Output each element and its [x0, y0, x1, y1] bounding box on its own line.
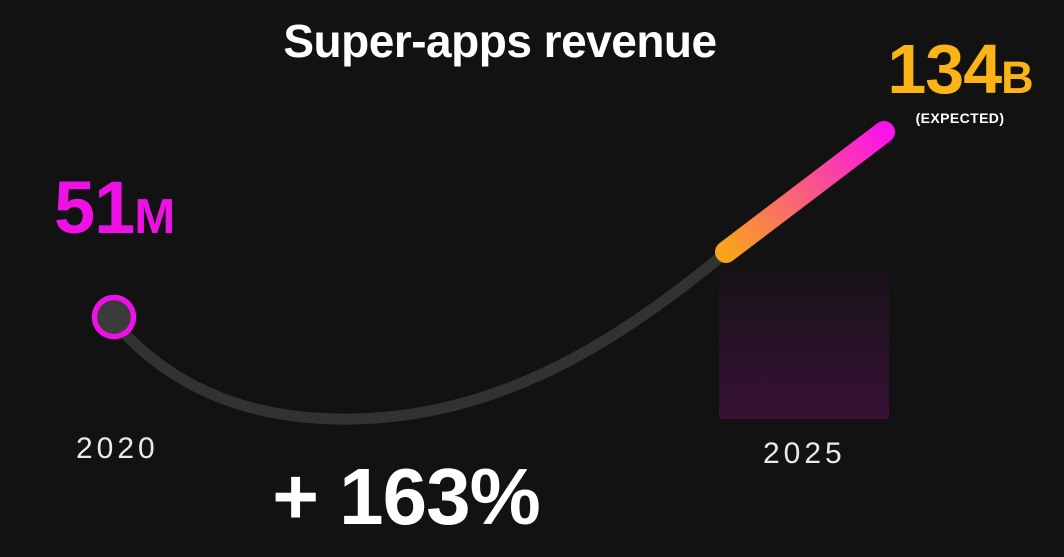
end-value-unit: B	[1001, 52, 1033, 103]
x-axis-label-2025: 2025	[763, 437, 846, 470]
x-axis-label-2020: 2020	[76, 432, 159, 465]
page-title: Super-apps revenue	[283, 15, 717, 67]
start-value-unit: M	[134, 190, 175, 244]
highlight-rect-2025	[719, 270, 889, 419]
revenue-curve	[108, 248, 730, 425]
start-value-number: 51	[54, 166, 135, 249]
start-marker-2020	[91, 294, 137, 340]
end-value-number: 134	[887, 30, 1002, 108]
gradient-growth-segment	[715, 121, 895, 263]
start-value-2020: 51M	[54, 171, 175, 245]
growth-annotation: + 163%	[272, 452, 541, 541]
end-value-2025: 134B	[885, 34, 1035, 104]
expected-note: (EXPECTED)	[915, 110, 1005, 126]
